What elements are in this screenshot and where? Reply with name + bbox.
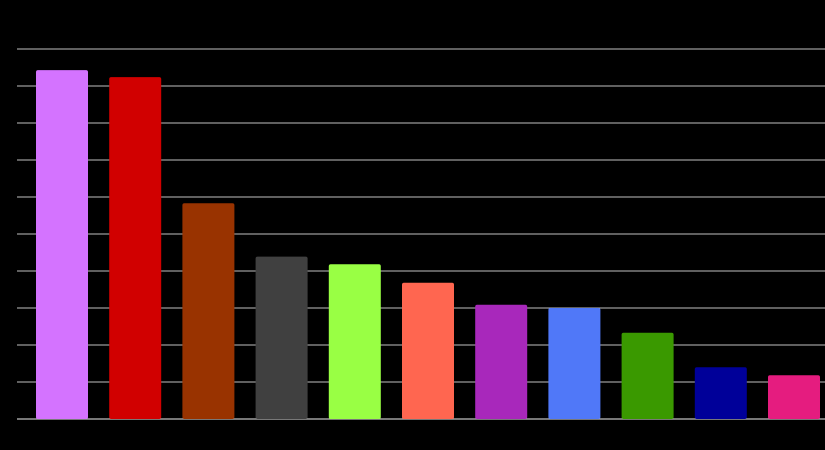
bar — [255, 256, 308, 419]
bar — [621, 332, 674, 419]
bar-series — [36, 70, 820, 419]
bar — [402, 282, 454, 419]
bar — [182, 203, 235, 419]
bar — [768, 375, 820, 419]
bar — [36, 70, 88, 419]
bar — [694, 367, 747, 419]
bar — [328, 264, 381, 419]
bar — [109, 77, 162, 419]
bar — [475, 304, 528, 419]
bar — [548, 308, 601, 419]
